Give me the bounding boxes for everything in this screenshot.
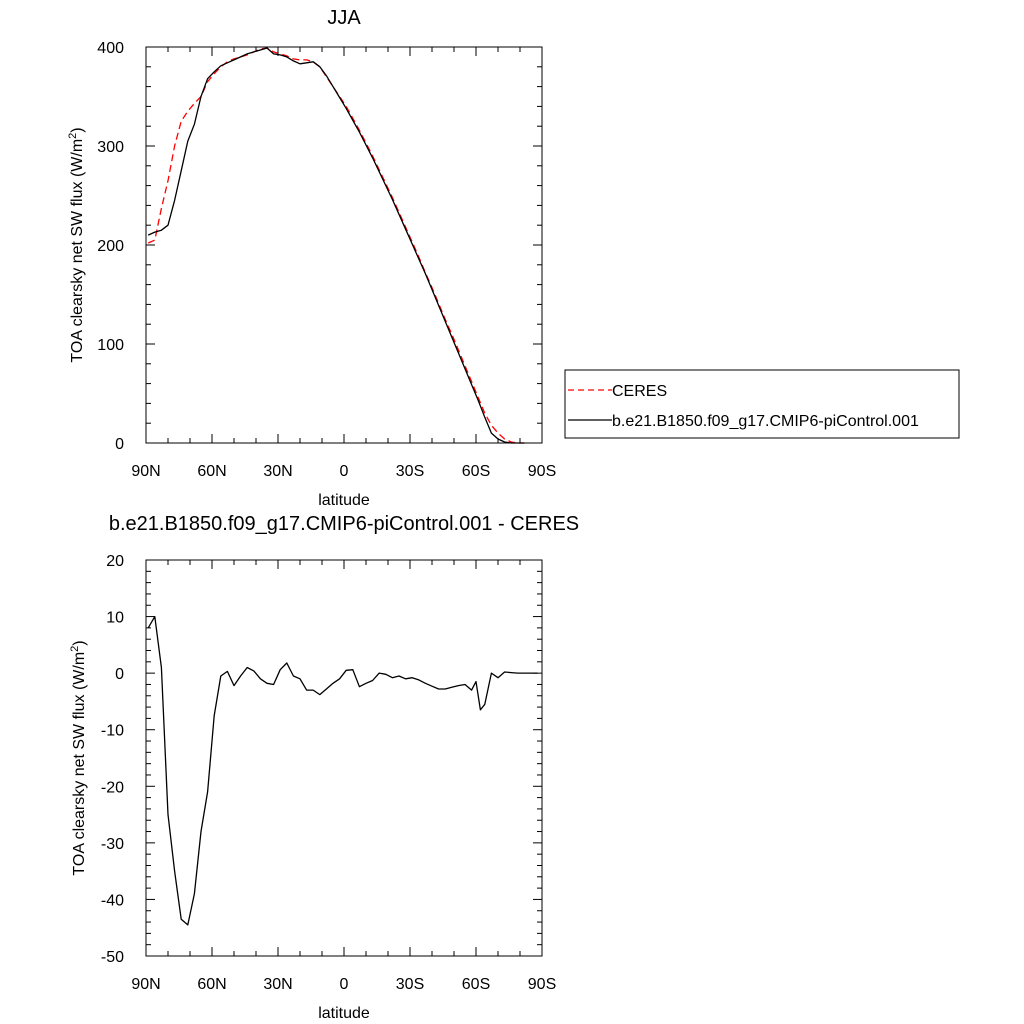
- top-panel-ylabel: TOA clearsky net SW flux (W/m2): [67, 127, 86, 362]
- top-panel-title: JJA: [327, 7, 361, 29]
- top-plot-frame: [145, 46, 543, 444]
- top-panel-ticks: 90N 60N 30N 0 30S 60S 90S 0 100 200 300 400: [97, 40, 556, 480]
- top-x-tick-label: 90N: [131, 463, 160, 480]
- legend: CERES b.e21.B1850.f09_g17.CMIP6-piContro…: [564, 369, 960, 439]
- top-x-tick-label: 30S: [396, 463, 424, 480]
- bottom-x-tick-label: 30S: [396, 976, 424, 993]
- top-y-tick-label: 200: [97, 238, 124, 255]
- top-y-tick-label: 300: [97, 139, 124, 156]
- legend-model-label: b.e21.B1850.f09_g17.CMIP6-piControl.001: [612, 413, 919, 430]
- top-panel: JJA 90N 60N 30N 0 30S 60S 90S 0 100 200 300 400 lat…: [67, 7, 960, 509]
- bottom-difference-series-line: [147, 615, 538, 926]
- top-y-tick-label: 400: [97, 40, 124, 57]
- bottom-y-tick-label: 20: [106, 553, 124, 570]
- bottom-y-tick-label: -40: [101, 892, 124, 909]
- bottom-y-tick-label: -50: [101, 949, 124, 966]
- bottom-panel-marks: [147, 615, 538, 926]
- bottom-panel-xlabel: latitude: [318, 1005, 370, 1022]
- top-x-tick-label: 60N: [197, 463, 226, 480]
- top-panel-marks: [147, 47, 525, 444]
- top-panel-xlabel: latitude: [318, 492, 370, 509]
- bottom-x-tick-label: 30N: [263, 976, 292, 993]
- top-y-tick-label: 0: [115, 436, 124, 453]
- bottom-panel-ylabel: TOA clearsky net SW flux (W/m2): [69, 640, 88, 875]
- bottom-y-tick-label: -30: [101, 836, 124, 853]
- top-x-tick-label: 90S: [528, 463, 556, 480]
- top-y-tick-label: 100: [97, 337, 124, 354]
- top-ceres-series-line: [147, 47, 525, 444]
- bottom-panel: b.e21.B1850.f09_g17.CMIP6-piControl.001 …: [69, 513, 579, 1022]
- bottom-x-tick-label: 90N: [131, 976, 160, 993]
- top-model-series-line: [147, 47, 525, 444]
- top-x-tick-label: 30N: [263, 463, 292, 480]
- bottom-x-tick-label: 0: [340, 976, 349, 993]
- bottom-y-tick-label: -20: [101, 779, 124, 796]
- bottom-panel-title: b.e21.B1850.f09_g17.CMIP6-piControl.001 …: [109, 513, 579, 535]
- bottom-x-tick-label: 60S: [462, 976, 490, 993]
- bottom-y-tick-label: 0: [115, 666, 124, 683]
- bottom-x-tick-label: 60N: [197, 976, 226, 993]
- bottom-y-tick-label: -10: [101, 723, 124, 740]
- legend-box: [564, 369, 960, 439]
- bottom-x-tick-label: 90S: [528, 976, 556, 993]
- bottom-panel-ticks: 90N 60N 30N 0 30S 60S 90S -50 -40 -30 -20 -10 0 10 20: [101, 553, 556, 993]
- bottom-plot-frame: [145, 559, 543, 957]
- bottom-y-tick-label: 10: [106, 610, 124, 627]
- top-x-tick-label: 0: [340, 463, 349, 480]
- legend-ceres-label: CERES: [612, 383, 667, 400]
- top-x-tick-label: 60S: [462, 463, 490, 480]
